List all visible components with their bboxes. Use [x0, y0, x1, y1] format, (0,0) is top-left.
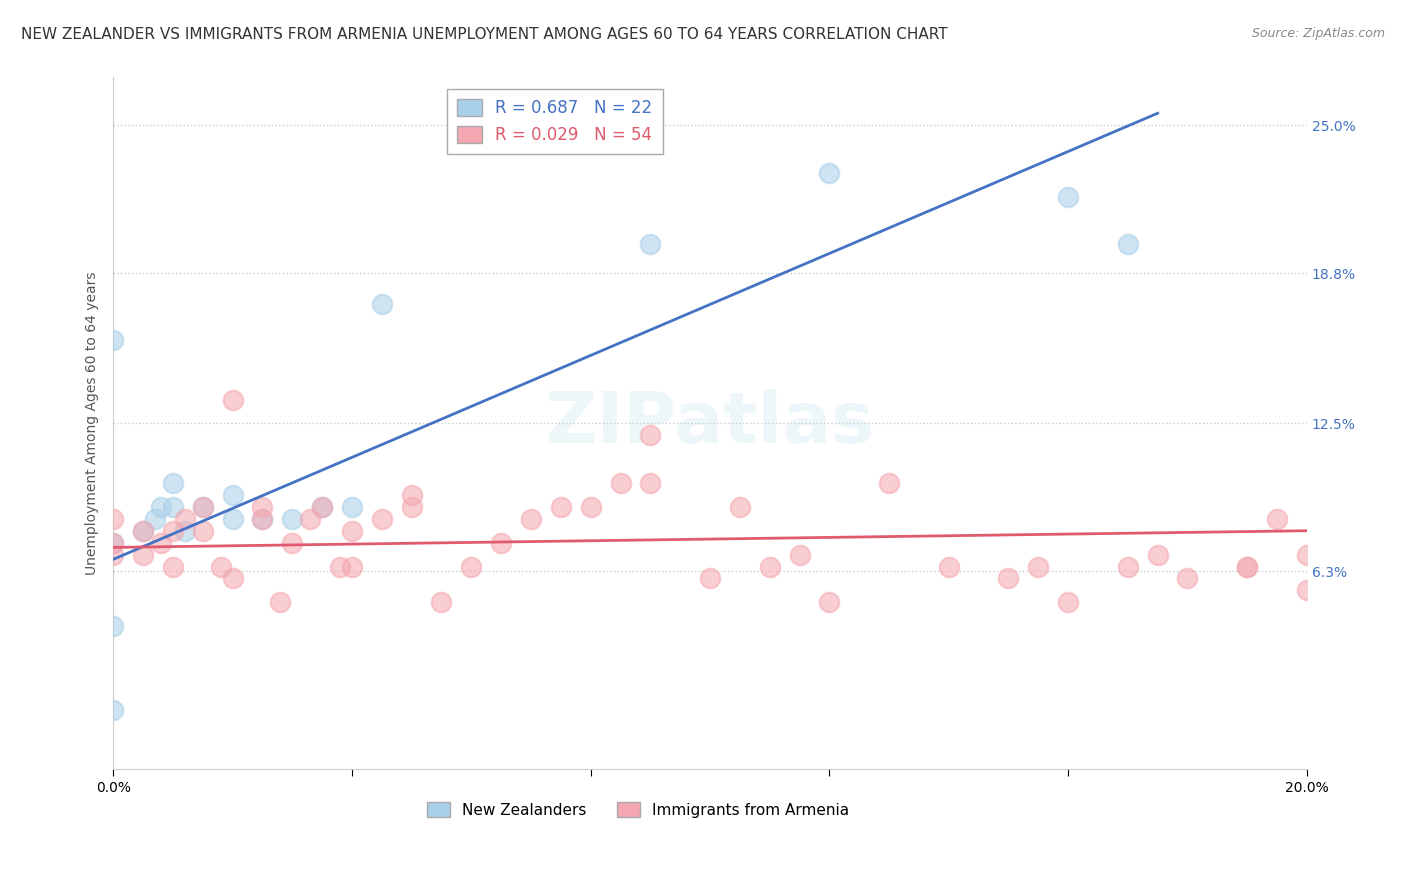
Point	[430, 595, 453, 609]
Point	[103, 333, 125, 347]
Point	[103, 548, 125, 562]
Point	[401, 500, 423, 514]
Point	[191, 524, 214, 538]
Point	[162, 475, 184, 490]
Point	[149, 535, 172, 549]
Point	[1146, 548, 1168, 562]
Text: Source: ZipAtlas.com: Source: ZipAtlas.com	[1251, 27, 1385, 40]
Point	[162, 500, 184, 514]
Point	[371, 297, 394, 311]
Point	[103, 535, 125, 549]
Point	[162, 524, 184, 538]
Point	[252, 512, 274, 526]
Point	[699, 571, 721, 585]
Text: NEW ZEALANDER VS IMMIGRANTS FROM ARMENIA UNEMPLOYMENT AMONG AGES 60 TO 64 YEARS : NEW ZEALANDER VS IMMIGRANTS FROM ARMENIA…	[21, 27, 948, 42]
Point	[340, 524, 363, 538]
Point	[1177, 571, 1199, 585]
Point	[281, 535, 304, 549]
Point	[1057, 190, 1080, 204]
Point	[132, 524, 155, 538]
Point	[103, 703, 125, 717]
Point	[520, 512, 543, 526]
Point	[640, 428, 662, 442]
Point	[281, 512, 304, 526]
Point	[640, 475, 662, 490]
Point	[221, 512, 243, 526]
Point	[103, 619, 125, 633]
Point	[269, 595, 291, 609]
Point	[132, 524, 155, 538]
Point	[758, 559, 780, 574]
Legend: New Zealanders, Immigrants from Armenia: New Zealanders, Immigrants from Armenia	[422, 796, 856, 824]
Point	[209, 559, 232, 574]
Point	[728, 500, 751, 514]
Point	[818, 166, 841, 180]
Point	[252, 512, 274, 526]
Point	[1057, 595, 1080, 609]
Text: ZIPatlas: ZIPatlas	[546, 389, 875, 458]
Point	[173, 512, 195, 526]
Point	[221, 488, 243, 502]
Point	[609, 475, 631, 490]
Point	[221, 571, 243, 585]
Point	[579, 500, 602, 514]
Y-axis label: Unemployment Among Ages 60 to 64 years: Unemployment Among Ages 60 to 64 years	[86, 272, 100, 575]
Point	[1355, 583, 1378, 598]
Point	[311, 500, 333, 514]
Point	[149, 500, 172, 514]
Point	[371, 512, 394, 526]
Point	[1265, 512, 1288, 526]
Point	[329, 559, 352, 574]
Point	[143, 512, 166, 526]
Point	[191, 500, 214, 514]
Point	[997, 571, 1019, 585]
Point	[340, 500, 363, 514]
Point	[938, 559, 960, 574]
Point	[1116, 237, 1139, 252]
Point	[162, 559, 184, 574]
Point	[299, 512, 322, 526]
Point	[1295, 548, 1317, 562]
Point	[1116, 559, 1139, 574]
Point	[340, 559, 363, 574]
Point	[221, 392, 243, 407]
Point	[460, 559, 482, 574]
Point	[1026, 559, 1049, 574]
Point	[640, 237, 662, 252]
Point	[818, 595, 841, 609]
Point	[489, 535, 512, 549]
Point	[1295, 583, 1317, 598]
Point	[132, 548, 155, 562]
Point	[877, 475, 900, 490]
Point	[789, 548, 811, 562]
Point	[252, 500, 274, 514]
Point	[401, 488, 423, 502]
Point	[173, 524, 195, 538]
Point	[1236, 559, 1258, 574]
Point	[1236, 559, 1258, 574]
Point	[103, 512, 125, 526]
Point	[550, 500, 572, 514]
Point	[311, 500, 333, 514]
Point	[103, 535, 125, 549]
Point	[191, 500, 214, 514]
